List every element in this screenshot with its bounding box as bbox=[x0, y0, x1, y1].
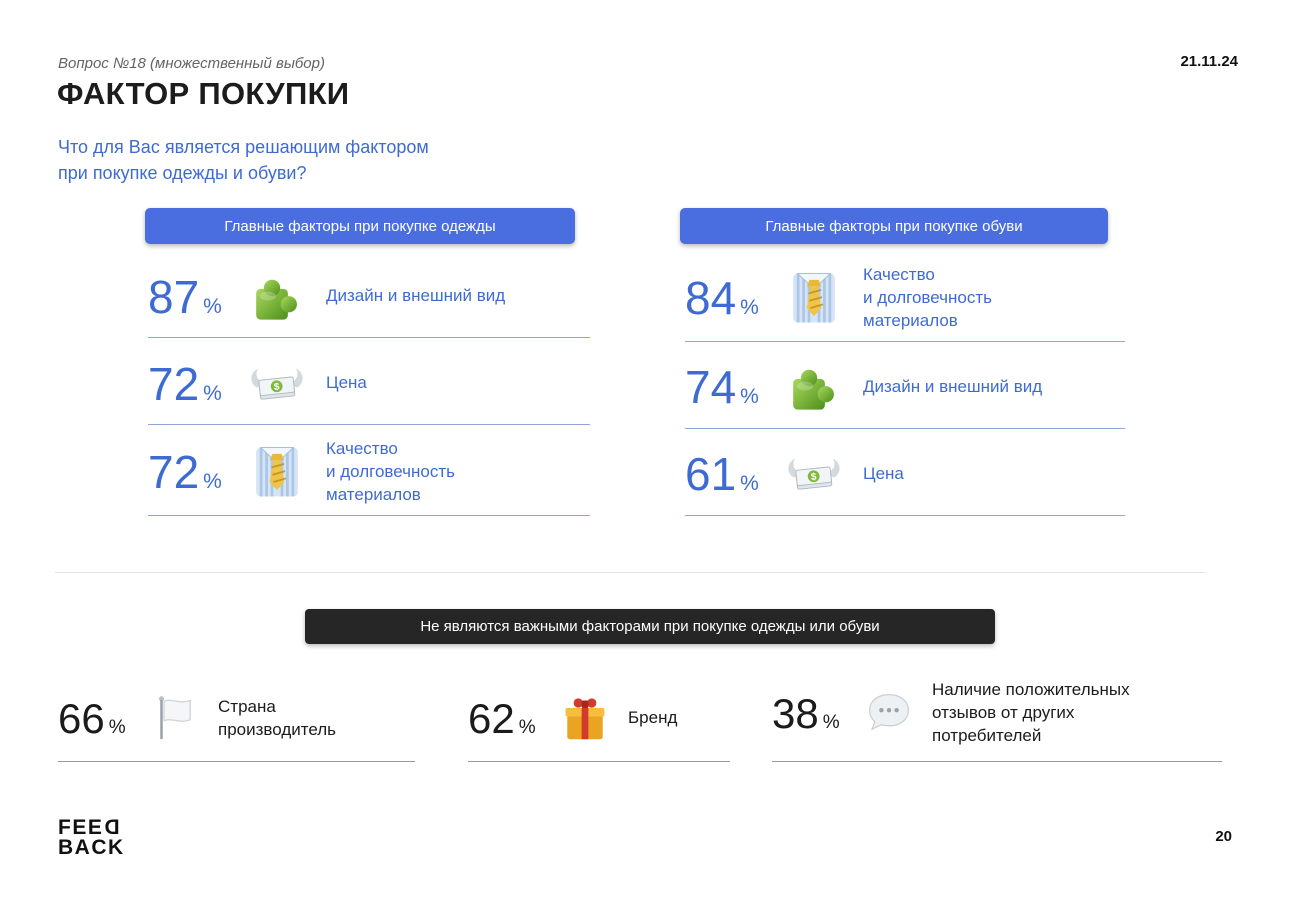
stat-label: Качество и долговечность материалов bbox=[326, 439, 455, 504]
puzzle-icon bbox=[248, 268, 306, 326]
svg-text:$: $ bbox=[273, 381, 280, 393]
stat-value: 66 bbox=[58, 694, 105, 742]
stat-value: 38 bbox=[772, 689, 819, 737]
stat-row: 38 % Наличие положительных отзывов от др… bbox=[772, 676, 1222, 762]
puzzle-icon bbox=[785, 358, 843, 416]
speech-bubble-icon bbox=[862, 687, 916, 741]
stat-number: 72 % bbox=[148, 361, 240, 407]
stat-unit: % bbox=[822, 711, 840, 733]
stat-label: Цена bbox=[863, 463, 904, 483]
white-flag-icon bbox=[148, 692, 202, 746]
logo-line-1: FEED bbox=[58, 816, 121, 839]
feedback-logo: FEED BACK bbox=[58, 816, 125, 859]
shoes-header-pill: Главные факторы при покупке обуви bbox=[680, 208, 1108, 244]
shirt-and-tie-icon bbox=[785, 269, 843, 327]
stat-label: Страна производитель bbox=[218, 696, 337, 739]
stat-value: 72 bbox=[148, 357, 200, 410]
stat-unit: % bbox=[740, 472, 759, 496]
stat-value: 62 bbox=[468, 694, 515, 742]
stat-value: 84 bbox=[685, 272, 737, 325]
stat-unit: % bbox=[203, 294, 222, 318]
stat-number: 38 % bbox=[772, 689, 856, 737]
clothing-header-pill: Главные факторы при покупке одежды bbox=[145, 208, 575, 244]
page-title: ФАКТОР ПОКУПКИ bbox=[57, 76, 350, 111]
not-important-header-pill: Не являются важными факторами при покупк… bbox=[305, 609, 995, 644]
stat-value: 72 bbox=[148, 446, 200, 499]
stat-row: 72 % Качество и долговечность материалов bbox=[148, 434, 590, 516]
svg-text:$: $ bbox=[810, 472, 817, 484]
question-text: Что для Вас является решающим фактором п… bbox=[58, 137, 429, 184]
stat-unit: % bbox=[740, 385, 759, 409]
stat-unit: % bbox=[203, 470, 222, 494]
money-with-wings-icon: $ bbox=[785, 445, 843, 503]
stat-row: 84 % Качество и долговечность материалов bbox=[685, 260, 1125, 342]
date-label: 21.11.24 bbox=[1180, 53, 1238, 70]
logo-line-2: BACK bbox=[58, 835, 125, 859]
stat-unit: % bbox=[108, 716, 126, 738]
page-number: 20 bbox=[1215, 828, 1232, 845]
stat-label: Цена bbox=[326, 373, 367, 393]
stat-row: 66 % Страна производитель bbox=[58, 686, 415, 762]
stat-value: 87 bbox=[148, 270, 200, 323]
stat-unit: % bbox=[203, 381, 222, 405]
stat-row: 62 % Бренд bbox=[468, 686, 730, 762]
stat-number: 84 % bbox=[685, 275, 777, 321]
stat-row: 74 % Дизайн и внешний вид bbox=[685, 351, 1125, 429]
stat-number: 66 % bbox=[58, 694, 142, 742]
question-number-label: Вопрос №18 (множественный выбор) bbox=[58, 55, 325, 72]
stat-number: 74 % bbox=[685, 364, 777, 410]
stat-label: Наличие положительных отзывов от других … bbox=[932, 680, 1130, 745]
stat-row: 87 % Дизайн и внешний вид bbox=[148, 260, 590, 338]
stat-number: 87 % bbox=[148, 274, 240, 320]
divider bbox=[55, 572, 1205, 573]
stat-value: 74 bbox=[685, 361, 737, 414]
shirt-and-tie-icon bbox=[248, 443, 306, 501]
stat-label: Бренд bbox=[628, 708, 678, 728]
stat-unit: % bbox=[740, 296, 759, 320]
stat-number: 62 % bbox=[468, 694, 552, 742]
stat-value: 61 bbox=[685, 448, 737, 501]
gift-icon bbox=[558, 692, 612, 746]
stat-unit: % bbox=[518, 716, 536, 738]
stat-label: Качество и долговечность материалов bbox=[863, 265, 992, 330]
stat-label: Дизайн и внешний вид bbox=[863, 376, 1043, 396]
shoes-stats: 84 % Качество и долговечность материалов… bbox=[685, 260, 1125, 525]
stat-number: 61 % bbox=[685, 451, 777, 497]
stat-row: 72 % $ Цена bbox=[148, 347, 590, 425]
money-with-wings-icon: $ bbox=[248, 355, 306, 413]
stat-number: 72 % bbox=[148, 449, 240, 495]
stat-label: Дизайн и внешний вид bbox=[326, 286, 506, 306]
stat-row: 61 % $ Цена bbox=[685, 438, 1125, 516]
clothing-stats: 87 % Дизайн и внешний вид 72 % $ Цена 72… bbox=[148, 260, 590, 525]
